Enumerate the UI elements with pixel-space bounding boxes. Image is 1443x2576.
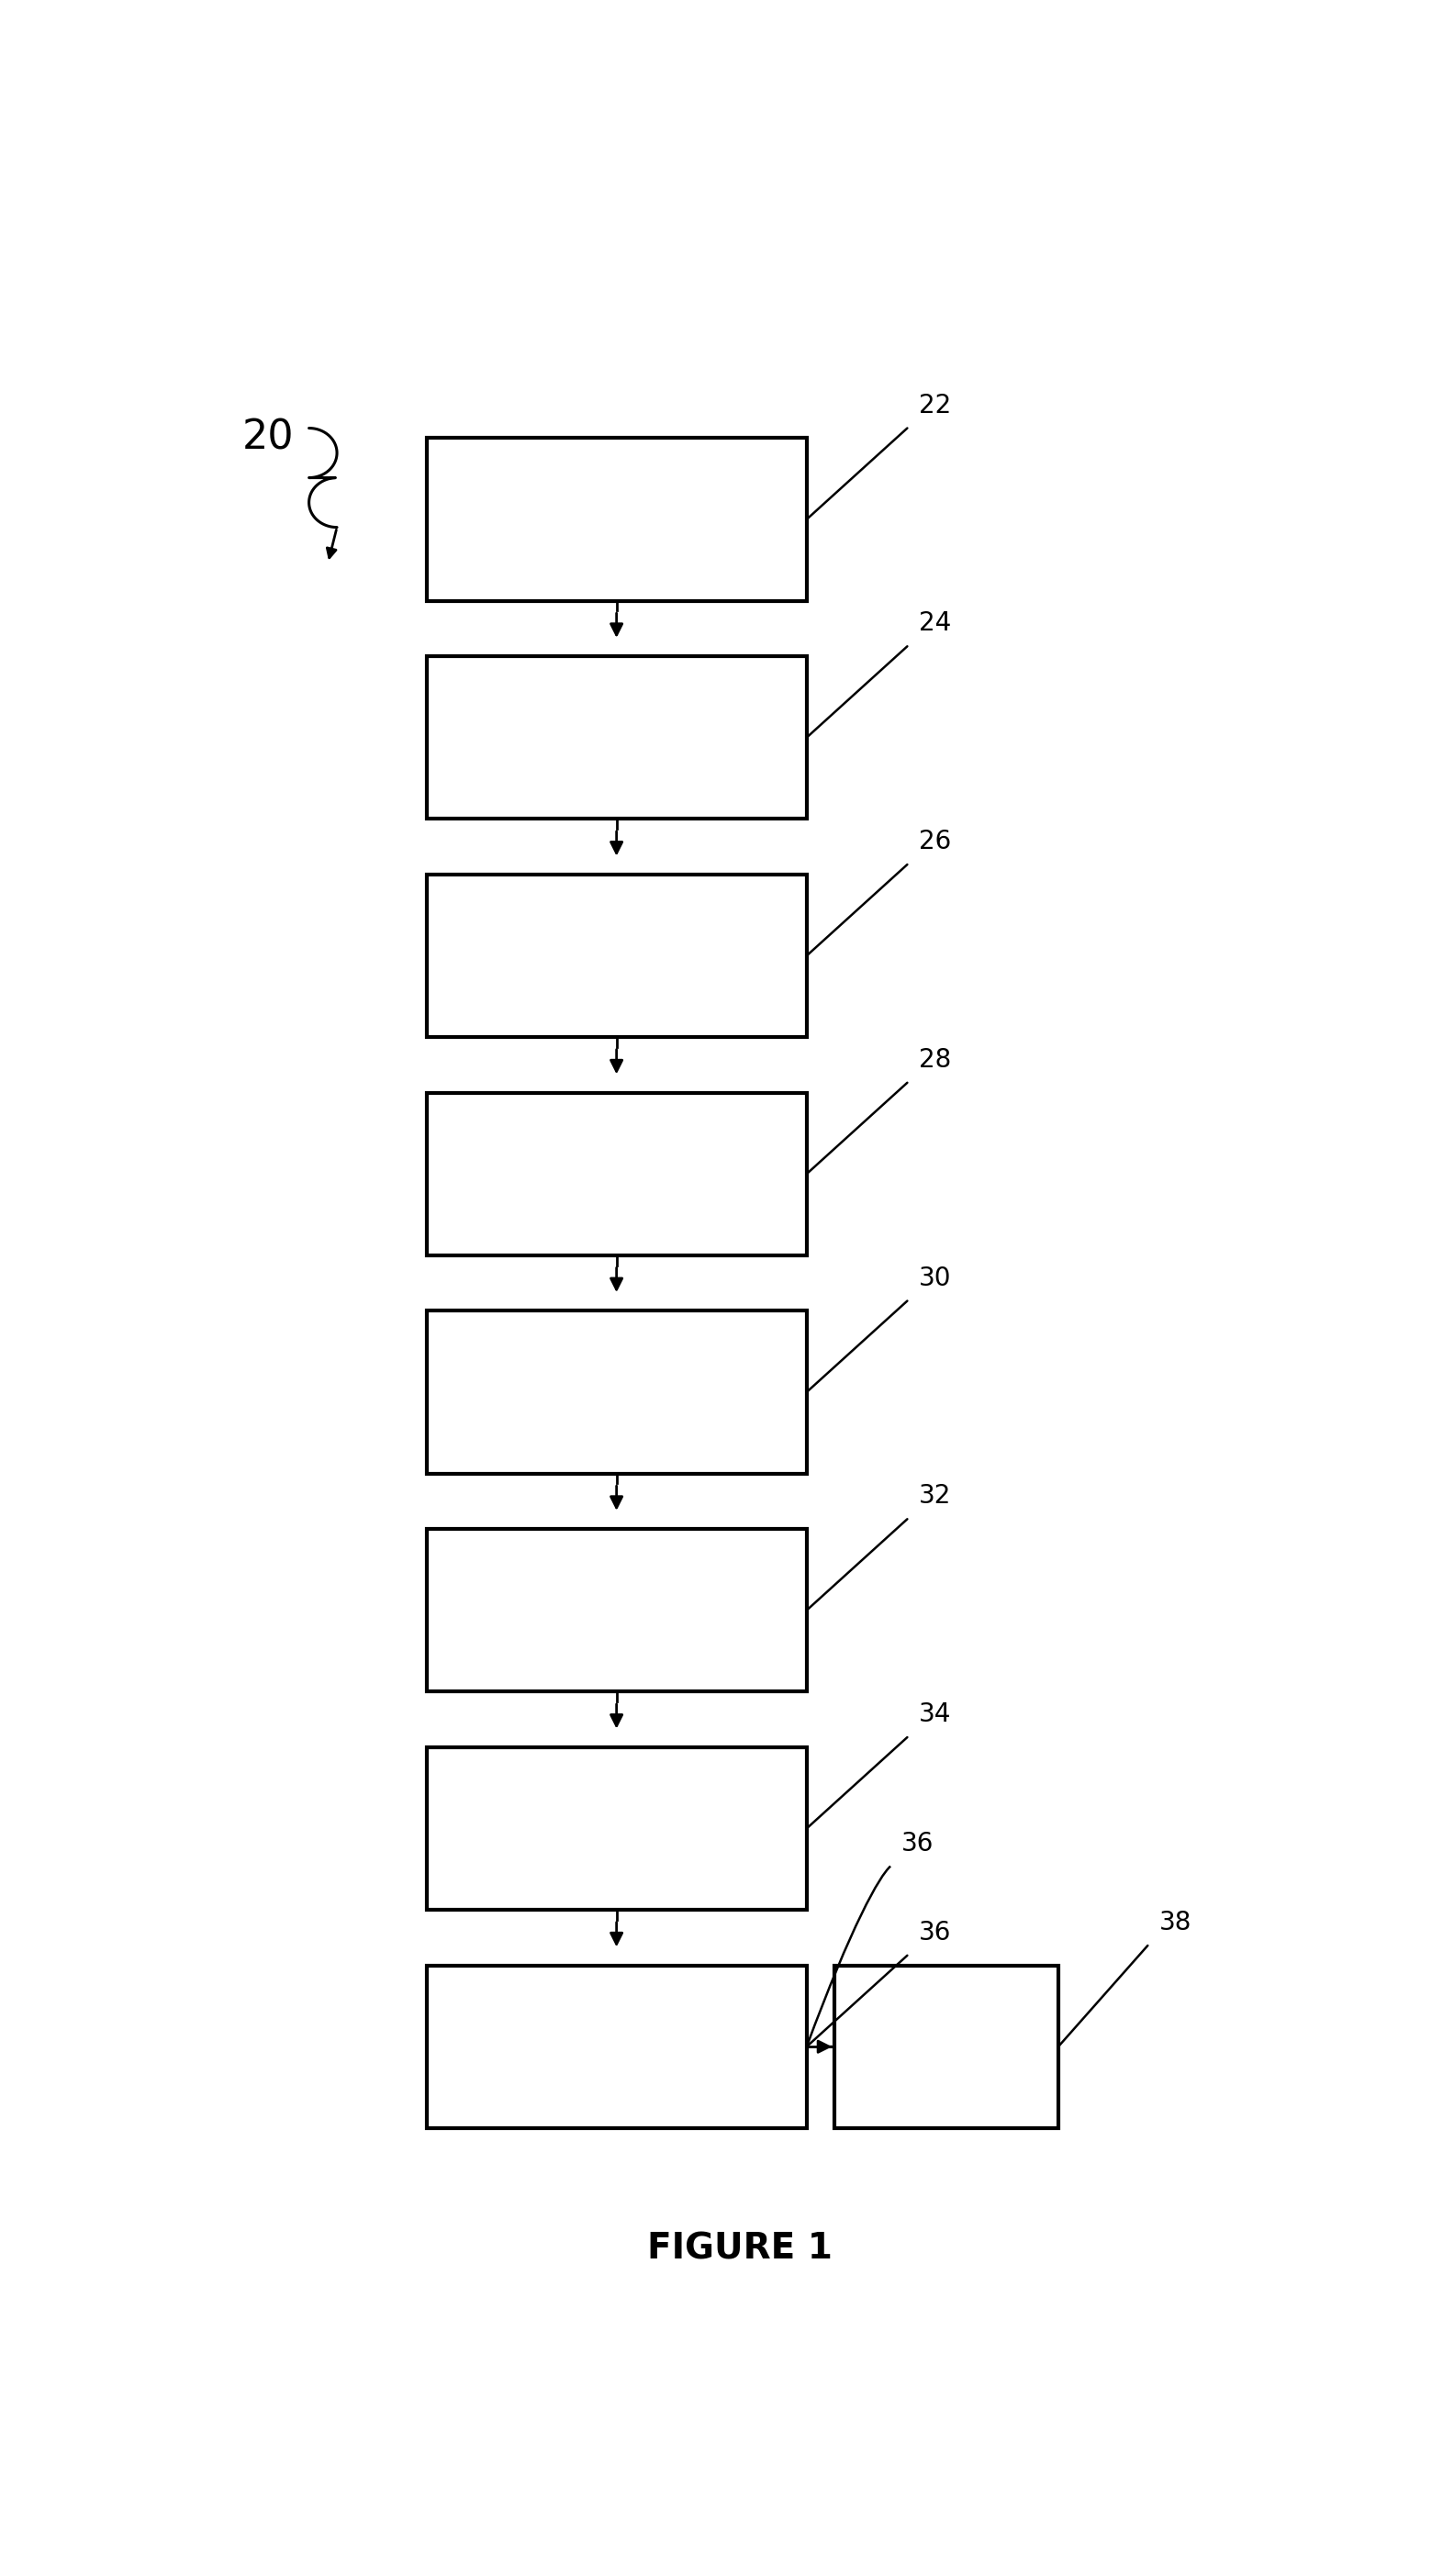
Text: 26: 26 (919, 829, 951, 855)
Bar (427, 438, 807, 600)
Bar (427, 873, 807, 1038)
Text: 24: 24 (919, 611, 951, 636)
Text: 22: 22 (919, 392, 951, 417)
Text: 36: 36 (902, 1832, 934, 1857)
Bar (427, 657, 807, 819)
Text: 36: 36 (919, 1919, 951, 1945)
Text: 30: 30 (919, 1265, 951, 1291)
Text: 28: 28 (919, 1046, 951, 1072)
Bar (427, 1311, 807, 1473)
Bar (427, 1092, 807, 1255)
Bar (427, 1965, 807, 2128)
Text: FIGURE 1: FIGURE 1 (646, 2231, 833, 2267)
Bar (834, 1965, 1058, 2128)
Text: 34: 34 (919, 1703, 951, 1728)
Text: 32: 32 (919, 1484, 951, 1510)
Text: 38: 38 (1159, 1909, 1192, 1935)
Text: 20: 20 (242, 417, 294, 459)
Bar (427, 1530, 807, 1692)
Bar (427, 1747, 807, 1909)
